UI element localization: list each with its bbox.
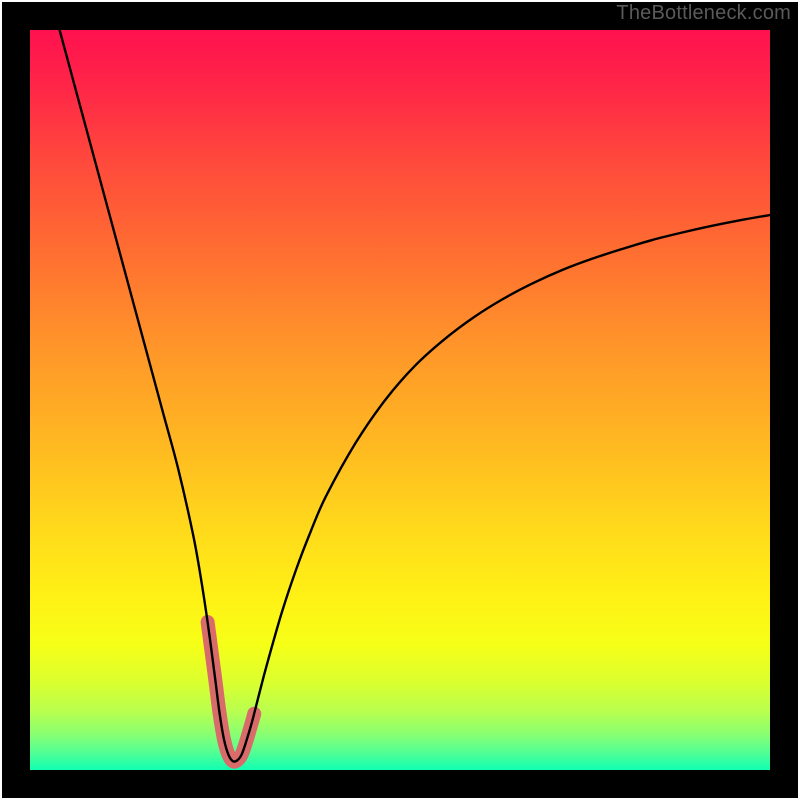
bottleneck-chart-svg [0, 0, 800, 800]
gradient-background [30, 30, 770, 770]
watermark-text: TheBottleneck.com [616, 2, 791, 25]
chart-root: TheBottleneck.com [0, 0, 800, 800]
